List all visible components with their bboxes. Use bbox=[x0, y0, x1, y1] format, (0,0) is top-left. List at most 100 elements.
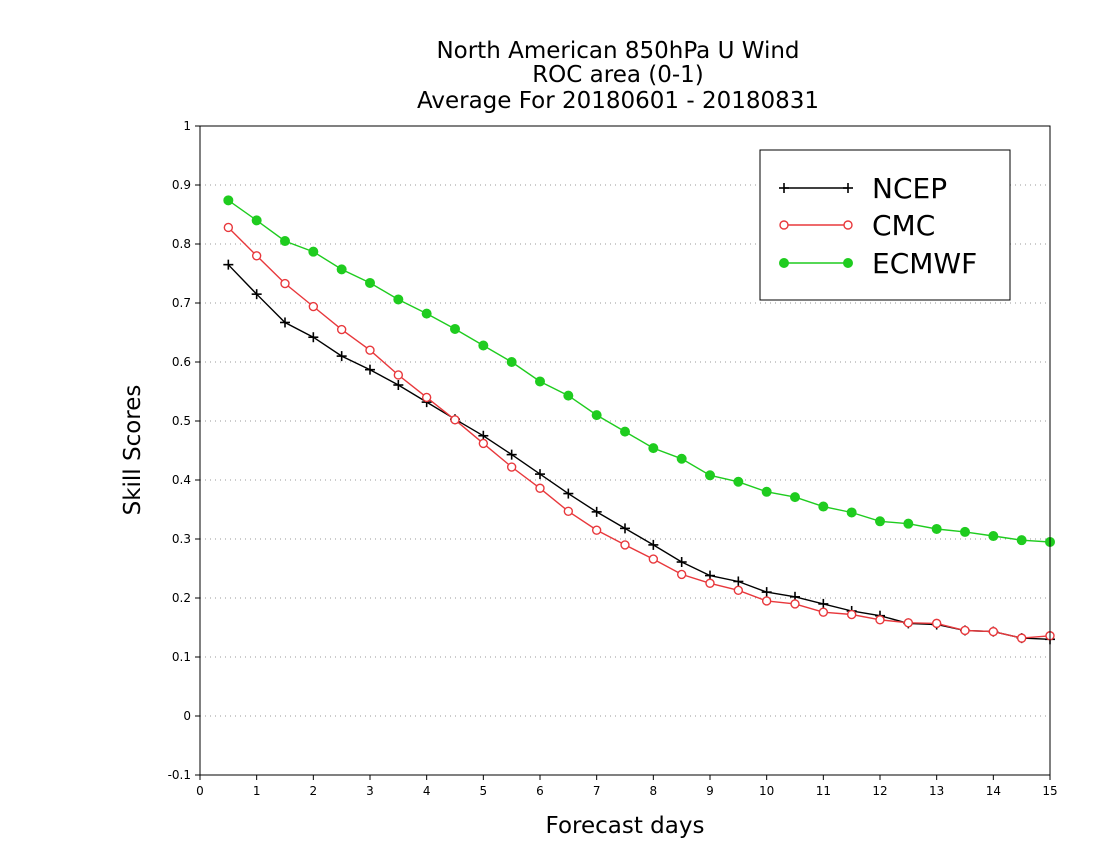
data-point-cmc bbox=[761, 596, 772, 606]
x-tick-label: 15 bbox=[1042, 784, 1057, 798]
data-point-cmc bbox=[960, 625, 970, 636]
data-point-ecmwf bbox=[450, 323, 460, 334]
x-tick-label: 9 bbox=[706, 784, 714, 798]
data-point-cmc bbox=[591, 525, 602, 535]
data-point-ncep bbox=[818, 598, 829, 609]
data-point-ecmwf bbox=[790, 492, 800, 503]
y-tick-label: 0.4 bbox=[172, 473, 191, 487]
data-point-cmc bbox=[931, 618, 942, 629]
data-point-cmc bbox=[563, 506, 574, 516]
data-point-ncep bbox=[591, 506, 602, 517]
x-tick-label: 8 bbox=[650, 784, 658, 798]
data-point-cmc bbox=[705, 578, 715, 588]
data-point-ecmwf bbox=[478, 340, 489, 351]
y-tick-label: 0.9 bbox=[172, 178, 191, 192]
data-point-ncep bbox=[535, 469, 545, 480]
data-point-ncep bbox=[223, 259, 234, 270]
data-point-cmc bbox=[676, 569, 687, 580]
x-tick-label: 7 bbox=[593, 784, 601, 798]
data-point-cmc bbox=[506, 462, 517, 472]
data-point-ecmwf bbox=[421, 308, 432, 319]
data-point-cmc bbox=[846, 609, 857, 620]
legend-item-cmc: CMC bbox=[779, 209, 935, 242]
legend-marker-cmc bbox=[843, 220, 853, 230]
data-point-ecmwf bbox=[648, 443, 659, 454]
data-point-cmc bbox=[903, 618, 914, 628]
y-tick-label: 0.6 bbox=[172, 355, 191, 369]
data-point-ecmwf bbox=[846, 507, 857, 518]
data-point-ncep bbox=[251, 289, 262, 300]
data-point-ecmwf bbox=[280, 236, 290, 247]
plot-frame bbox=[199, 125, 1051, 776]
data-point-ncep bbox=[336, 351, 347, 362]
legend-marker-ecmwf bbox=[843, 258, 853, 268]
data-point-cmc bbox=[308, 301, 319, 312]
data-point-cmc bbox=[365, 345, 375, 355]
data-point-ecmwf bbox=[761, 486, 772, 497]
data-point-ecmwf bbox=[393, 294, 404, 305]
data-point-ecmwf bbox=[875, 516, 885, 527]
data-point-cmc bbox=[421, 392, 432, 403]
data-point-ncep bbox=[393, 380, 404, 391]
legend: NCEP CMC ECMWF bbox=[759, 149, 1011, 301]
chart-title-line-1: North American 850hPa U Wind bbox=[436, 38, 799, 64]
x-tick-label: 0 bbox=[196, 784, 204, 798]
data-point-ecmwf bbox=[223, 195, 234, 206]
data-point-cmc bbox=[733, 585, 744, 596]
data-point-ncep bbox=[280, 317, 290, 328]
series-line-ncep bbox=[227, 264, 1051, 640]
legend-marker-ncep bbox=[779, 183, 789, 193]
data-point-ncep bbox=[365, 364, 375, 375]
grid bbox=[200, 184, 1050, 717]
data-point-cmc bbox=[790, 599, 800, 609]
data-point-cmc bbox=[620, 540, 630, 550]
y-tick-label: 0.7 bbox=[172, 296, 191, 310]
data-point-cmc bbox=[988, 626, 999, 637]
data-point-ecmwf bbox=[506, 357, 517, 367]
data-point-ncep bbox=[620, 523, 630, 534]
y-tick-label: 0.8 bbox=[172, 237, 191, 251]
data-point-ecmwf bbox=[336, 264, 347, 275]
data-point-ecmwf bbox=[988, 531, 999, 542]
y-axis-title: Skill Scores bbox=[120, 385, 146, 516]
legend-marker-ncep bbox=[843, 183, 853, 193]
x-tick-label: 13 bbox=[929, 784, 944, 798]
data-point-ecmwf bbox=[960, 526, 970, 537]
data-point-ecmwf bbox=[591, 410, 602, 421]
x-tick-label: 12 bbox=[872, 784, 887, 798]
y-tick-label: 0 bbox=[183, 709, 191, 723]
series-ncep bbox=[223, 259, 1055, 645]
x-tick-label: 14 bbox=[986, 784, 1001, 798]
data-point-ecmwf bbox=[903, 518, 914, 529]
data-point-ncep bbox=[648, 539, 659, 550]
data-point-cmc bbox=[393, 370, 404, 380]
data-point-cmc bbox=[648, 554, 659, 564]
legend-item-ncep: NCEP bbox=[779, 172, 947, 205]
data-point-ncep bbox=[506, 449, 517, 460]
data-point-ecmwf bbox=[818, 501, 829, 512]
series-line-cmc bbox=[227, 227, 1051, 639]
y-tick-label: 0.2 bbox=[172, 591, 191, 605]
data-point-cmc bbox=[251, 251, 262, 261]
data-point-ecmwf bbox=[563, 390, 574, 401]
x-tick-label: 5 bbox=[480, 784, 488, 798]
data-point-ecmwf bbox=[705, 470, 715, 481]
x-tick-label: 3 bbox=[366, 784, 374, 798]
legend-label-cmc: CMC bbox=[872, 209, 935, 242]
legend-label-ecmwf: ECMWF bbox=[872, 247, 977, 280]
x-axis-title: Forecast days bbox=[546, 813, 705, 839]
series-cmc bbox=[223, 222, 1055, 643]
legend-item-ecmwf: ECMWF bbox=[779, 247, 977, 280]
x-tick-label: 2 bbox=[310, 784, 318, 798]
data-point-ecmwf bbox=[620, 426, 630, 437]
data-point-ecmwf bbox=[308, 246, 319, 257]
x-tick-label: 4 bbox=[423, 784, 431, 798]
legend-label-ncep: NCEP bbox=[872, 172, 947, 205]
y-axis: -0.1 0 0.1 0.2 0.3 0.4 0.5 0.6 0.7 0.8 0.9 1 bbox=[168, 119, 200, 782]
y-tick-label: 1 bbox=[183, 119, 191, 133]
data-point-ncep bbox=[761, 587, 772, 598]
chart-title-line-2: ROC area (0-1) bbox=[532, 62, 704, 88]
legend-marker-cmc bbox=[779, 220, 789, 230]
x-tick-label: 6 bbox=[536, 784, 544, 798]
chart-title: North American 850hPa U Wind ROC area (0… bbox=[417, 38, 819, 114]
